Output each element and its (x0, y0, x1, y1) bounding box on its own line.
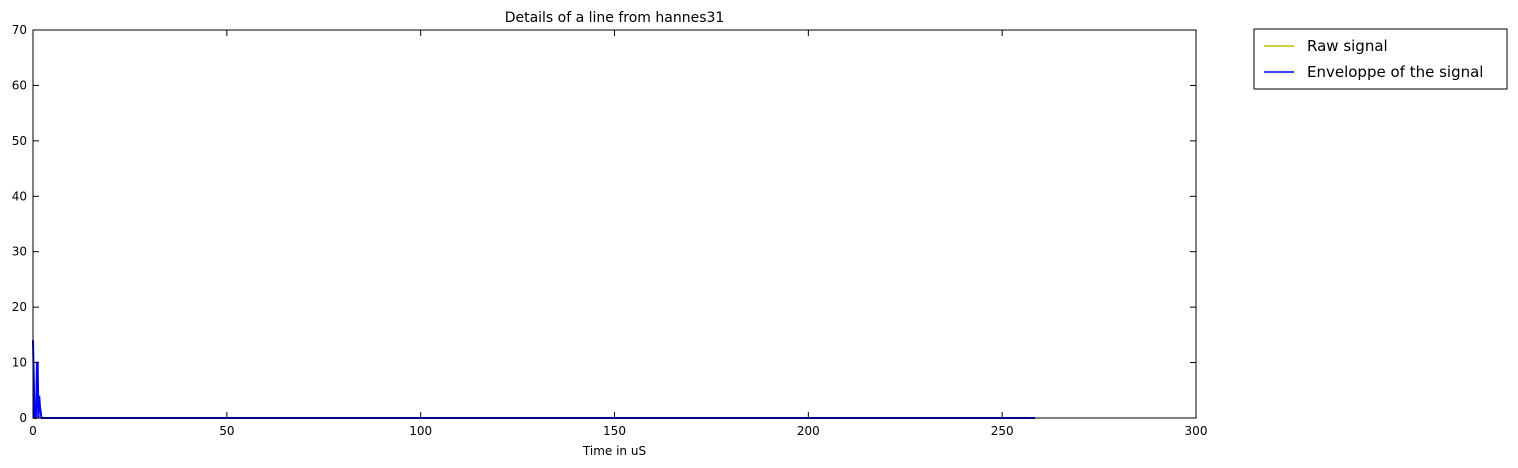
legend-frame (1253, 28, 1508, 90)
y-tick-label: 10 (12, 356, 27, 370)
x-tick-label: 300 (1185, 424, 1208, 438)
chart-title: Details of a line from hannes31 (505, 10, 725, 26)
x-tick-label: 100 (409, 424, 432, 438)
x-tick-label: 200 (797, 424, 820, 438)
y-tick-label: 50 (12, 134, 27, 148)
series-line-envelope (32, 340, 1036, 419)
x-tick-label: 50 (219, 424, 234, 438)
series-layer (32, 340, 1036, 419)
y-tick-label: 30 (12, 245, 27, 259)
plot-frame (32, 29, 1197, 419)
x-tick-label: 250 (991, 424, 1014, 438)
legend: Raw signal Enveloppe of the signal (1253, 28, 1508, 90)
y-tick-label: 40 (12, 189, 27, 203)
series-line-raw-signal (33, 390, 1036, 419)
y-tick-label: 20 (12, 300, 27, 314)
legend-entry-label: Enveloppe of the signal (1307, 63, 1483, 81)
ticks-layer: 0 50 100 150 200 250 300 0 10 20 30 40 50 60 70 (12, 23, 1208, 438)
y-tick-label: 60 (12, 78, 27, 92)
legend-entry-label: Raw signal (1307, 37, 1388, 55)
x-axis-label: Time in uS (582, 444, 646, 458)
x-tick-label: 150 (603, 424, 626, 438)
y-tick-label: 70 (12, 23, 27, 37)
y-tick-label: 0 (19, 411, 27, 425)
x-tick-label: 0 (29, 424, 37, 438)
